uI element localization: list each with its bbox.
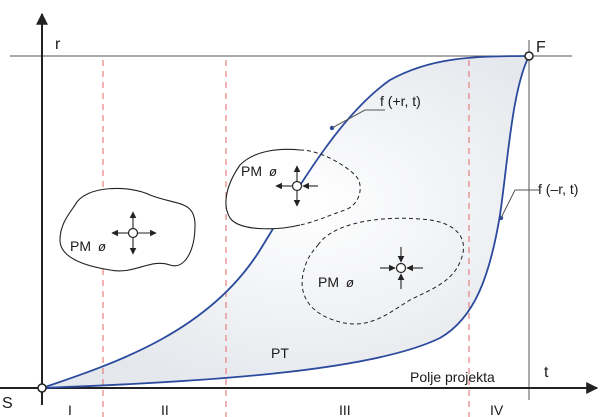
blob-3-label: PM xyxy=(318,274,339,290)
y-axis-label: r xyxy=(55,36,61,53)
blob-1-symbol: ø xyxy=(98,239,106,254)
blob-1-center xyxy=(127,227,139,239)
blob-3-symbol: ø xyxy=(346,275,354,290)
lower-curve xyxy=(41,55,530,389)
lower-curve-label: f (–r, t) xyxy=(538,181,578,197)
blob-1-outline xyxy=(59,187,196,272)
lower-curve-leader xyxy=(500,189,540,219)
phase-label-2: II xyxy=(161,402,169,417)
blob-2-dashed-edge xyxy=(299,149,361,226)
region-label: PT xyxy=(271,345,289,361)
phase-label-4: IV xyxy=(490,402,504,417)
start-point xyxy=(37,383,47,393)
upper-curve-label: f (+r, t) xyxy=(380,93,421,109)
upper-curve-leader xyxy=(331,109,385,129)
finish-label: F xyxy=(536,39,546,56)
blob-2-label: PM xyxy=(241,163,262,179)
blob-2-outline xyxy=(225,148,301,230)
blob-2-center xyxy=(291,180,303,192)
blob-3-center xyxy=(395,262,407,274)
blob-2-symbol: ø xyxy=(269,164,277,179)
field-label: Polje projekta xyxy=(410,369,495,385)
upper-curve xyxy=(41,55,530,389)
x-axis-label: t xyxy=(544,364,549,381)
phase-label-1: I xyxy=(68,402,72,417)
origin-label: S xyxy=(2,395,13,412)
phase-label-3: III xyxy=(339,402,351,417)
blob-3-outline xyxy=(301,217,464,325)
finish-point xyxy=(524,51,534,61)
blob-1-label: PM xyxy=(70,238,91,254)
